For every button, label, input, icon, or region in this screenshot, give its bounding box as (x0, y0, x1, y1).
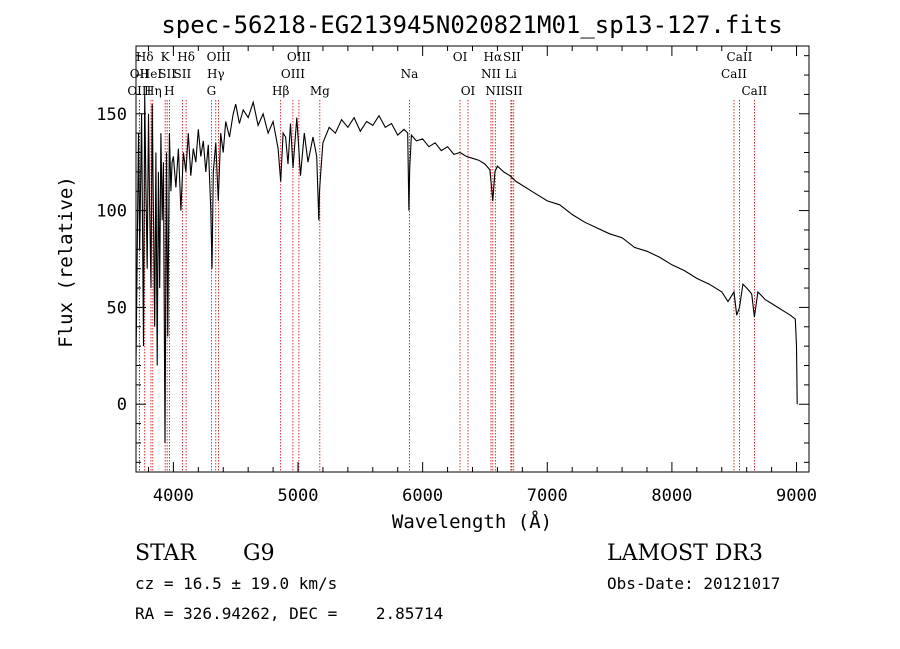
spectral-line-markers (138, 100, 755, 472)
x-tick-label-1: 5000 (278, 486, 319, 506)
redshift-cz: cz = 16.5 ± 19.0 km/s (135, 574, 337, 593)
x-tick-label-5: 9000 (776, 486, 817, 506)
line-label-12: G (207, 84, 217, 98)
spectrum-line (135, 94, 798, 444)
y-tick-label-3: 150 (96, 105, 127, 125)
x-axis-label: Wavelength (Å) (392, 510, 552, 533)
chart-title: spec-56218-EG213945N020821M01_sp13-127.f… (161, 11, 782, 39)
line-label-13: Hβ (272, 84, 289, 98)
line-label-25: SII (505, 84, 523, 98)
x-tick-label-4: 8000 (651, 486, 692, 506)
line-label-10: OIII (207, 50, 231, 64)
coordinates: RA = 326.94262, DEC = 2.85714 (135, 604, 443, 623)
survey-name: LAMOST DR3 (607, 541, 763, 566)
object-subclass: G9 (243, 541, 275, 566)
y-axis-label: Flux (relative) (55, 176, 77, 348)
line-label-17: Na (401, 67, 419, 81)
line-label-27: CaII (721, 67, 747, 81)
line-label-3: HeI (140, 67, 163, 81)
line-label-28: CaII (741, 84, 767, 98)
y-tick-label-0: 0 (117, 395, 127, 415)
y-tick-label-1: 50 (107, 298, 127, 318)
line-label-21: SII (503, 50, 521, 64)
x-tick-label-2: 6000 (402, 486, 443, 506)
line-label-0: Hδ (136, 50, 154, 64)
line-label-8: Hδ (177, 50, 195, 64)
x-tick-label-3: 7000 (527, 486, 568, 506)
line-label-18: OI (453, 50, 468, 64)
y-tick-label-2: 100 (96, 202, 127, 222)
object-class: STAR (135, 541, 197, 566)
x-tick-label-0: 4000 (153, 486, 194, 506)
line-label-11: Hγ (207, 67, 225, 81)
line-label-23: Li (505, 67, 517, 81)
line-label-6: SII (158, 67, 176, 81)
x-axis-ticks: 4000 5000 6000 7000 8000 9000 (147, 46, 817, 506)
line-label-20: Hα (484, 50, 503, 64)
line-label-1: OII (130, 67, 150, 81)
line-label-15: OIII (281, 67, 305, 81)
line-label-2: OIII (127, 84, 151, 98)
observation-date: Obs-Date: 20121017 (607, 574, 780, 593)
line-label-7: H (164, 84, 174, 98)
line-label-19: OI (461, 84, 476, 98)
line-label-24: NII (485, 84, 505, 98)
line-label-4: Hη (144, 84, 162, 98)
y-axis-ticks: 0 50 100 150 (96, 55, 809, 463)
line-label-5: K (161, 50, 171, 64)
line-label-22: NII (481, 67, 501, 81)
line-label-16: Mg (310, 84, 330, 98)
line-label-26: CaII (727, 50, 753, 64)
line-label-9: SII (174, 67, 192, 81)
line-label-14: OIII (287, 50, 311, 64)
